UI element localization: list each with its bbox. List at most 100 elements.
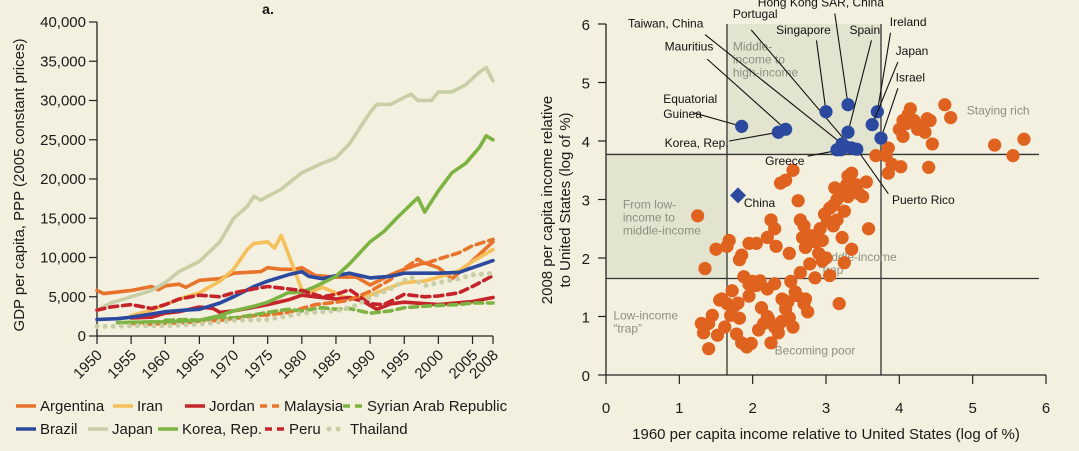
point-label: Ireland	[890, 15, 927, 29]
leader-line	[729, 131, 779, 142]
point-highlight	[850, 142, 864, 156]
point-label: Greece	[765, 154, 805, 168]
scatter-point	[769, 239, 783, 253]
scatter-point	[819, 251, 833, 265]
x-tick-label: 1985	[309, 347, 345, 383]
point-label-line: Japan	[896, 44, 929, 58]
highlight-cluster-2	[835, 137, 849, 151]
point-label-line: Guinea	[663, 107, 702, 121]
scatter-point	[944, 111, 958, 125]
series-line-syrian-arab-republic	[163, 301, 495, 323]
scatter-point	[837, 256, 851, 270]
scatter-point	[988, 138, 1002, 152]
point-label-line: Portugal	[733, 7, 778, 21]
point-highlight	[835, 137, 849, 151]
x-tick-label: 1965	[173, 347, 209, 383]
point-label-line: Equatorial	[663, 92, 717, 106]
point-label-line: Spain	[849, 23, 880, 37]
scatter-point	[837, 204, 851, 218]
highlight-korea-rep: Korea, Rep.	[665, 125, 785, 150]
point-label: Singapore	[776, 23, 831, 37]
point-label-line: China	[744, 196, 776, 210]
scatter-point	[798, 240, 813, 255]
leader-line	[704, 34, 847, 148]
line-chart-gdp: a. GDP per capita, PPP (2005 constant pr…	[11, 1, 508, 438]
scatter-point	[718, 320, 732, 334]
legend-item-korea-rep: Korea, Rep.	[158, 421, 262, 438]
scatter-point	[903, 102, 917, 116]
scatter-point	[856, 189, 870, 204]
scatter-point	[881, 166, 895, 180]
x-tick-label: 3	[822, 400, 830, 417]
y-tick-label: 1	[582, 310, 590, 327]
leader-line	[880, 88, 899, 139]
y-tick-label: 10,000	[40, 250, 86, 267]
legend-label: Japan	[112, 421, 153, 438]
shaded-regions	[606, 24, 881, 279]
x-tick-label: 5	[968, 400, 976, 417]
series-line-japan	[95, 65, 495, 312]
legend-item-brazil: Brazil	[16, 421, 78, 438]
legend-item-iran: Iran	[113, 398, 163, 415]
x-tick-label: 1950	[70, 347, 106, 383]
y-tick-label: 0	[78, 328, 86, 345]
scatter-point	[784, 274, 798, 288]
point-highlight	[735, 119, 749, 133]
scatter-point	[744, 336, 758, 351]
scatter-point	[702, 342, 716, 356]
legend-item-argentina: Argentina	[16, 398, 105, 415]
scatter-point	[1017, 132, 1031, 146]
scatter-point	[797, 219, 811, 233]
region-label-low-income: Low-income “trap”	[613, 308, 678, 335]
leader-line	[876, 32, 892, 112]
region-label-line: Middle-	[733, 39, 772, 53]
y-axis-title-left: GDP per capita, PPP (2005 constant price…	[11, 39, 28, 332]
point-label: Equatorial Guinea	[663, 92, 717, 121]
legend-label: Thailand	[350, 421, 408, 438]
point-label-line: Israel	[896, 70, 925, 84]
region-label-line: Low-income	[613, 308, 678, 322]
point-highlight	[841, 98, 855, 112]
y-tick-label: 6	[582, 17, 590, 34]
legend-label: Iran	[137, 398, 163, 415]
region-label-staying-rich: Staying rich	[967, 104, 1030, 118]
scatter-point	[835, 230, 849, 245]
scatter-point	[918, 125, 932, 139]
scatter-point	[749, 236, 763, 250]
leader-line	[834, 13, 849, 105]
legend-label: Argentina	[40, 398, 105, 415]
scatter-point	[815, 233, 829, 248]
legend: Argentina Iran Jordan Malaysia Syrian Arab R…	[16, 398, 508, 438]
x-tick-label: 1990	[343, 347, 379, 383]
scatter-point	[922, 160, 936, 174]
region-label-line: Staying rich	[967, 104, 1030, 118]
scatter-point	[793, 266, 807, 280]
highlighted-points: Equatorial Guinea Korea, Rep. Mauritius Taiw…	[628, 0, 955, 210]
scatter-point	[869, 149, 883, 163]
region-label-middle: Middle-income to high-income	[733, 39, 799, 79]
scatter-point	[1006, 149, 1020, 163]
legend-label: Peru	[289, 421, 321, 438]
highlight-mauritius: Mauritius	[665, 39, 793, 136]
leader-line	[815, 40, 827, 112]
region-label-becoming-poor: Becoming poor	[775, 344, 856, 358]
scatter-point	[841, 189, 855, 204]
scatter-point	[786, 163, 800, 177]
scatter-chart-income: 0 1 2 3 4 5 6 0 1 2 3 4 5 6 2008 per capita income re…	[539, 0, 1050, 443]
region-label-from-low: From low-income to middle-income	[623, 197, 701, 237]
point-label-line: Greece	[765, 154, 805, 168]
scatter-point	[724, 308, 738, 322]
scatter-point	[861, 222, 876, 236]
x-tick-label: 0	[602, 400, 610, 417]
scatter-point	[779, 173, 793, 187]
x-axis-title-right: 1960 per capita income relative to Unite…	[632, 426, 1020, 443]
leader-line	[847, 40, 872, 133]
scatter-point	[782, 311, 796, 325]
point-label-line: Korea, Rep.	[665, 136, 729, 150]
region-label-line: income to	[623, 210, 675, 224]
legend-label: Brazil	[40, 421, 78, 438]
scatter-point	[782, 246, 796, 260]
point-label-line: Mauritius	[665, 39, 714, 53]
